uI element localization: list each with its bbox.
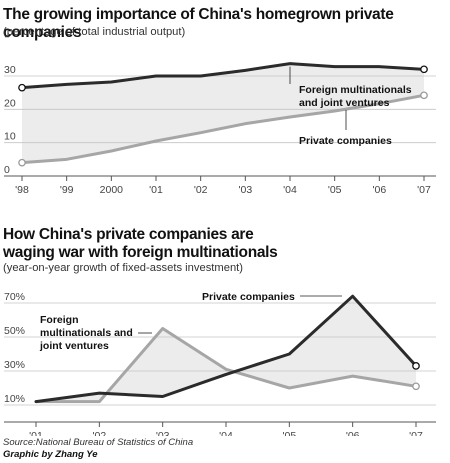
x-tick-label: '06: [346, 430, 360, 436]
series-line: [20, 93, 426, 165]
x-tick-label: '99: [60, 184, 74, 196]
x-tick-label: '04: [283, 184, 297, 196]
y-tick-label: 10%: [4, 393, 25, 405]
chart-1-title: The growing importance of China's homegr…: [3, 6, 394, 41]
x-tick-label: '03: [156, 430, 170, 436]
chart-2-title: How China's private companies are waging…: [3, 226, 443, 262]
x-tick-label: '05: [328, 184, 342, 196]
series-start-marker: [18, 158, 26, 167]
annotation-private-2: Private companies: [202, 291, 295, 303]
annotation-foreign-line-1: Foreign multinationals: [299, 84, 412, 96]
x-tick-label: '98: [15, 184, 29, 196]
y-tick-label: 70%: [4, 291, 25, 303]
x-tick-label: '01: [29, 430, 43, 436]
annotation-foreign-2-line-1: Foreign: [40, 314, 79, 326]
band-between-series: [22, 63, 424, 163]
y-tick-label: 10: [4, 131, 16, 143]
x-tick-label: '02: [194, 184, 208, 196]
chart-2: 10% 30% 50% 70% '01 '02 '03 '04 '05 '06 '07 Private…: [4, 291, 436, 436]
series-end-marker: [412, 382, 420, 391]
x-tick-label: '04: [219, 430, 233, 436]
chart-2-title-line-1: How China's private companies are: [3, 226, 254, 243]
series-end-marker: [412, 362, 420, 370]
band-between-series: [36, 296, 416, 402]
y-tick-label: 30: [4, 64, 16, 76]
y-tick-label: 30%: [4, 359, 25, 371]
graphic-credit: Graphic by Zhang Ye: [3, 449, 98, 460]
series-end-marker: [420, 65, 428, 74]
series-line: [20, 62, 426, 90]
chart-2-subtitle: (year-on-year growth of fixed-assets inv…: [3, 262, 244, 274]
x-tick-label: '02: [92, 430, 106, 436]
annotation-foreign-2-line-2: multinationals and: [40, 327, 133, 339]
series-start-marker: [18, 83, 26, 92]
x-tick-label: '01: [149, 184, 163, 196]
annotation-foreign-line-2: and joint ventures: [299, 97, 390, 109]
x-tick-label: 2000: [100, 184, 124, 196]
annotation-private: Private companies: [299, 135, 392, 147]
chart-1-subtitle: (percentage of total industrial output): [3, 26, 186, 38]
x-tick-label: '07: [409, 430, 423, 436]
x-tick-label: '06: [372, 184, 386, 196]
chart-2-title-line-2: waging war with foreign multinationals: [3, 244, 278, 261]
annotation-foreign-2-line-3: joint ventures: [39, 340, 109, 352]
series-end-marker: [420, 91, 428, 100]
x-tick-label: '05: [282, 430, 296, 436]
y-tick-label: 20: [4, 97, 16, 109]
y-tick-label: 0: [4, 164, 10, 176]
y-tick-label: 50%: [4, 325, 25, 337]
series-line: [34, 327, 418, 404]
x-tick-label: '03: [238, 184, 252, 196]
x-tick-label: '07: [417, 184, 431, 196]
chart-1: 0 10 20 30 '98 '99 2000 '01 '02 '03 '04 '05 '06 '07 Fo…: [4, 62, 436, 196]
series-line: [34, 294, 418, 404]
source-note: Source:National Bureau of Statistics of …: [3, 437, 194, 448]
